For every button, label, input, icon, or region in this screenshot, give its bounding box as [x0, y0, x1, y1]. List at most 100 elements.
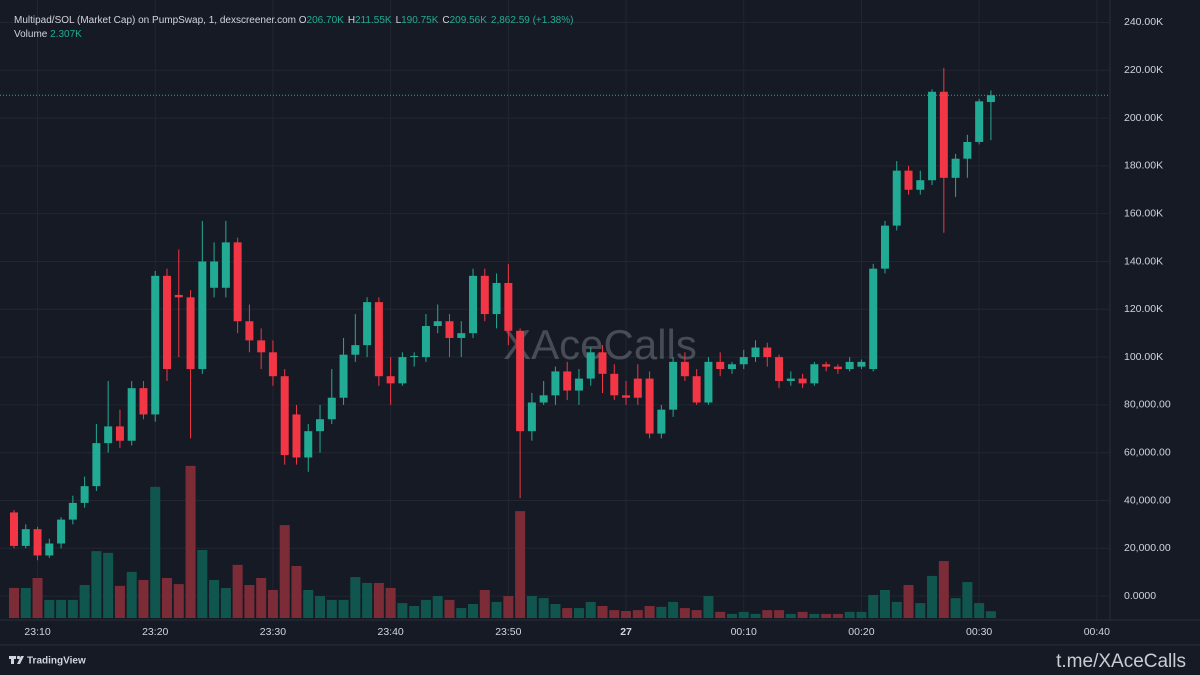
volume-bar: [79, 584, 90, 618]
y-tick-label: 20,000.00: [1124, 542, 1171, 554]
candle-body: [104, 426, 113, 444]
volume-bar: [632, 610, 643, 618]
volume-bar: [868, 594, 879, 618]
volume-bar: [503, 596, 514, 618]
volume-bar: [644, 606, 655, 618]
candle-body: [986, 95, 995, 103]
candle-body: [704, 361, 713, 403]
legend-row: Volume 2.307K: [14, 28, 577, 42]
candle-body: [33, 529, 42, 556]
ohlc-letter: H: [347, 15, 356, 26]
volume-bar: [138, 580, 149, 618]
footer-link: t.me/XAceCalls: [1056, 651, 1186, 672]
ohlc-value: 211.55K: [355, 15, 392, 26]
y-tick-label: 140.00K: [1124, 255, 1163, 267]
y-tick-label: 160.00K: [1124, 207, 1163, 219]
candle-body: [57, 519, 66, 544]
candle-body: [845, 361, 854, 370]
volume-bar: [879, 589, 890, 618]
candle-body: [574, 378, 583, 391]
candle-body: [798, 378, 807, 384]
volume-bar: [774, 610, 785, 618]
candle-body: [869, 268, 878, 370]
volume-bar: [91, 551, 102, 618]
volume-bar: [256, 577, 267, 618]
volume-value: 2.307K: [50, 29, 82, 40]
volume-bar: [185, 465, 196, 618]
volume-bar: [609, 610, 620, 618]
volume-bar: [468, 603, 479, 618]
ohlc-value: 206.70K: [306, 15, 344, 26]
candle-body: [963, 141, 972, 159]
volume-bar: [750, 613, 761, 618]
volume-bar: [267, 589, 278, 618]
volume-bar: [44, 599, 55, 618]
candle-body: [92, 443, 101, 487]
volume-bar: [315, 596, 326, 618]
grid: [0, 0, 1110, 620]
y-tick-label: 240.00K: [1124, 16, 1163, 28]
x-tick-label: 00:20: [848, 626, 874, 638]
candle-body: [833, 366, 842, 370]
volume-bar: [397, 603, 408, 618]
candle-body: [363, 302, 372, 346]
candle-body: [68, 502, 77, 520]
volume-bar: [915, 603, 926, 618]
volume-bar: [903, 584, 914, 618]
candle-body: [398, 357, 407, 384]
candle-body: [457, 333, 466, 338]
ohlc-value: 209.56K: [449, 15, 487, 26]
volume-bar: [197, 549, 208, 618]
volume-bar: [279, 525, 290, 618]
volume-bar: [738, 611, 749, 618]
volume-bar: [32, 577, 43, 618]
volume-bar: [927, 575, 938, 618]
volume-bar: [950, 598, 961, 618]
candle-body: [763, 347, 772, 358]
x-tick-label: 23:20: [142, 626, 168, 638]
volume-bar: [691, 610, 702, 618]
candle-body: [292, 414, 301, 458]
volume-bar: [938, 561, 949, 618]
candle-body: [198, 261, 207, 370]
volume-bar: [303, 589, 314, 618]
candle-body: [622, 395, 631, 398]
volume-bar: [715, 611, 726, 618]
y-tick-label: 220.00K: [1124, 64, 1163, 76]
volume-bar: [244, 584, 255, 618]
candle-body: [939, 91, 948, 178]
volume-bar: [703, 596, 714, 618]
legend: Multipad/SOL (Market Cap) on PumpSwap, 1…: [14, 14, 577, 42]
volume-bar: [856, 611, 867, 618]
candle-body: [857, 361, 866, 367]
volume-bar: [562, 608, 573, 618]
volume-bar: [56, 599, 67, 618]
candle-body: [469, 275, 478, 334]
candle-body: [880, 225, 889, 269]
volume-bar: [679, 608, 690, 618]
ohlc-letter: C: [442, 15, 450, 26]
candle-body: [928, 91, 937, 181]
candle-body: [563, 371, 572, 391]
candle-body: [551, 371, 560, 396]
volume-bar: [962, 582, 973, 618]
candle-body: [975, 101, 984, 142]
candle-body: [245, 321, 254, 341]
candle-body: [151, 275, 160, 415]
volume-bar: [668, 601, 679, 618]
x-tick-label: 27: [620, 626, 632, 638]
candle-body: [633, 378, 642, 398]
volume-bar: [385, 587, 396, 618]
candle-body: [327, 397, 336, 420]
volume-bar: [656, 606, 667, 618]
candle-body: [80, 486, 89, 503]
volume-bar: [444, 599, 455, 618]
x-tick-label: 00:10: [731, 626, 757, 638]
tradingview-logo: [9, 655, 24, 664]
volume-bar: [985, 611, 996, 618]
candle-body: [127, 388, 136, 441]
y-tick-label: 200.00K: [1124, 112, 1163, 124]
volume-bar: [338, 599, 349, 618]
logo-part: [16, 655, 21, 660]
